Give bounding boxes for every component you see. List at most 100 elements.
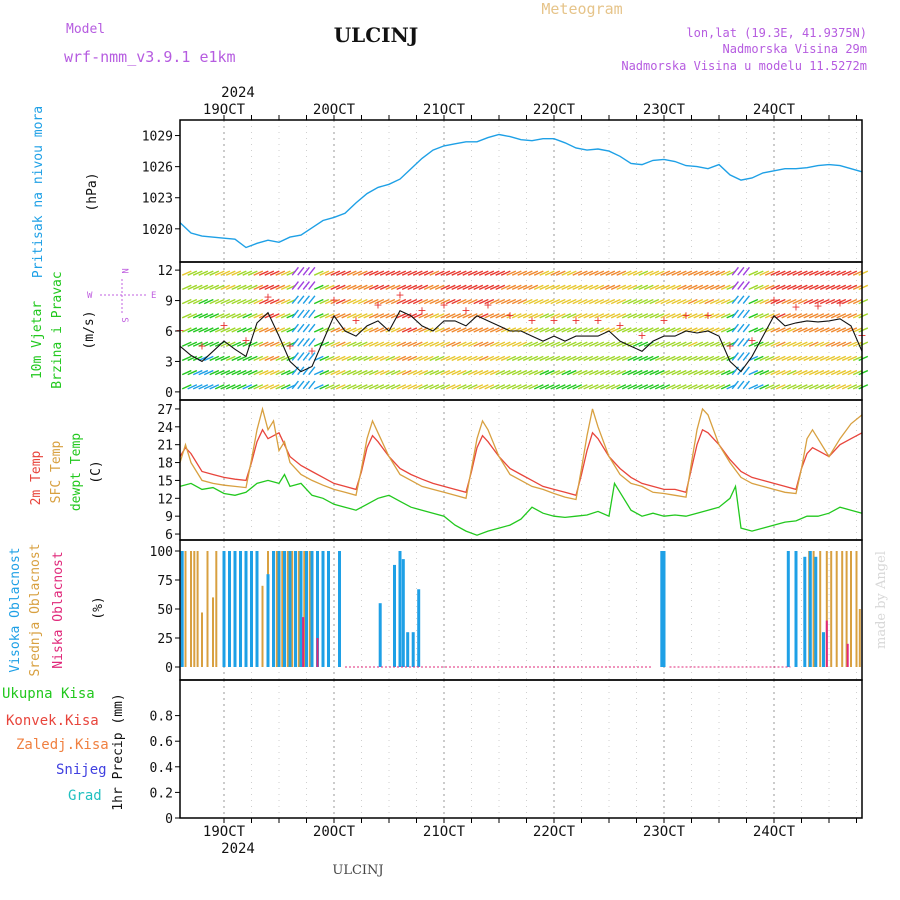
wind-barb: [797, 327, 808, 333]
wind-barb: [368, 369, 379, 376]
wind-barb: [825, 270, 836, 276]
wind-barb: [599, 284, 610, 291]
mid-cloud-bar: [858, 609, 861, 667]
wind-barb: [852, 341, 863, 347]
wind-barb: [819, 284, 830, 291]
wind-barb: [269, 369, 280, 376]
wind-barb: [715, 355, 726, 362]
wind-barb: [302, 309, 310, 319]
wind-barb: [561, 298, 572, 305]
wind-barb: [649, 298, 660, 305]
wind-barb: [396, 313, 407, 319]
wind-barb: [533, 327, 544, 333]
wind-barb: [478, 355, 489, 362]
mid-cloud-bar: [206, 551, 209, 667]
wind-barb: [434, 284, 445, 291]
wind-barb: [693, 313, 704, 319]
wind-barb: [627, 298, 638, 305]
pressure-line: [179, 133, 863, 249]
wind-barb: [357, 384, 368, 390]
wind-barb: [324, 355, 335, 362]
wind-barb: [374, 384, 385, 390]
wind-barb: [572, 298, 583, 305]
y-tick-label: 3: [165, 355, 173, 370]
wind-barb: [566, 313, 577, 319]
wind-barb: [555, 327, 566, 333]
wind-barb: [808, 341, 819, 347]
wind-barb: [517, 355, 528, 362]
wind-speed-line: [179, 309, 863, 373]
wind-barb: [484, 270, 495, 276]
wind-barb: [473, 327, 484, 333]
wind-barb: [451, 327, 462, 333]
wind-barb: [302, 295, 310, 305]
wind-barb: [275, 355, 286, 362]
wind-barb: [770, 298, 781, 305]
wind-barb: [495, 270, 506, 276]
wind-barb: [522, 298, 533, 305]
mid-cloud-bar: [835, 551, 838, 667]
wind-barb: [396, 369, 407, 376]
wind-barb: [506, 355, 517, 362]
wind-barb: [335, 341, 346, 347]
wind-barb: [489, 327, 500, 333]
wind-barb: [588, 369, 599, 376]
mid-cloud-bar: [855, 551, 858, 667]
wind-barb: [187, 384, 198, 390]
wind-barb: [357, 284, 368, 291]
wind-barb: [748, 327, 759, 333]
wind-barb: [715, 369, 726, 376]
wind-barb: [599, 369, 610, 376]
wind-barb: [506, 270, 517, 276]
wind-barb: [830, 327, 841, 333]
wind-barb: [280, 284, 291, 291]
wind-barb: [522, 327, 533, 333]
wind-barb: [214, 384, 225, 390]
wind-barb: [269, 270, 280, 276]
wind-barb: [704, 341, 715, 347]
wind-barb: [764, 341, 775, 347]
wind-barb: [770, 270, 781, 276]
wind-barb: [225, 369, 236, 376]
wind-barb: [748, 298, 759, 305]
mid-cloud-bar: [190, 551, 192, 667]
wind-barb: [643, 313, 654, 319]
wind-barb: [742, 366, 750, 376]
wind-barb: [462, 355, 473, 362]
x-tick-label-bottom: 21OCT: [423, 824, 466, 840]
wind-barb: [836, 341, 847, 347]
wind-barb: [544, 384, 555, 390]
wind-barb: [214, 327, 225, 333]
wind-barb: [209, 369, 220, 376]
footer-station: ULCINJ: [332, 863, 383, 878]
wind-barb: [825, 284, 836, 291]
wind-barb: [407, 284, 418, 291]
wind-barb: [627, 270, 638, 276]
wind-barb: [682, 270, 693, 276]
precip-freezing-label: Zaledj.Kisa: [16, 737, 109, 753]
wind-barb: [330, 355, 341, 362]
wind-barb: [704, 384, 715, 390]
wind-barb: [737, 295, 745, 305]
wind-barb: [302, 266, 310, 276]
wind-barb: [396, 341, 407, 347]
wind-barb: [462, 284, 473, 291]
wind-barb: [627, 284, 638, 291]
wind-barb: [308, 281, 316, 290]
wind-barb: [357, 313, 368, 319]
wind-barb: [225, 384, 236, 390]
wind-barb: [511, 284, 522, 291]
wind-barbs: [181, 266, 869, 390]
wind-barb: [412, 384, 423, 390]
y-tick-label: 1023: [142, 192, 173, 207]
wind-barb: [577, 284, 588, 291]
y-tick-label: 18: [157, 457, 173, 472]
wind-barb: [231, 369, 242, 376]
wind-barb: [759, 369, 770, 376]
precip-axis-label: 1hr Precip (mm): [111, 693, 126, 810]
wind-barb: [588, 341, 599, 347]
wind-barb: [803, 298, 814, 305]
wind-barb: [368, 327, 379, 333]
wind-barb: [187, 341, 198, 347]
wind-barb: [682, 369, 693, 376]
